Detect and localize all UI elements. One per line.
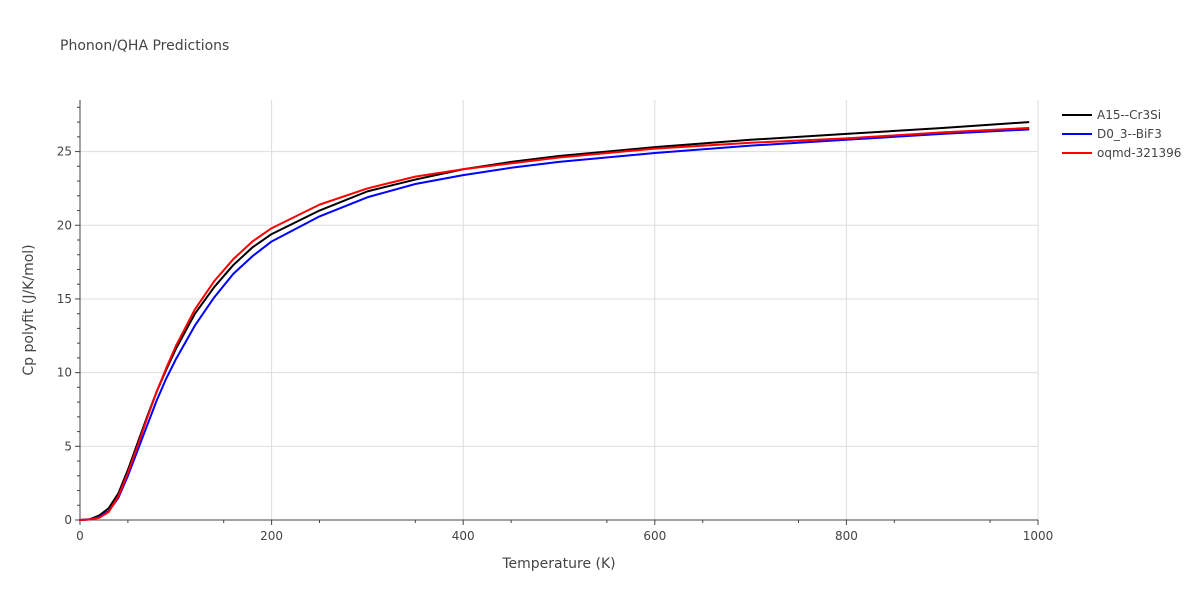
x-tick-label: 0: [76, 529, 84, 543]
x-axis-title: Temperature (K): [501, 556, 615, 572]
legend-label-3[interactable]: oqmd-321396: [1097, 146, 1181, 160]
y-tick-label: 25: [57, 145, 72, 159]
x-tick-label: 200: [260, 529, 283, 543]
x-tick-label: 1000: [1023, 529, 1054, 543]
x-tick-label: 600: [643, 529, 666, 543]
x-tick-label: 800: [835, 529, 858, 543]
series-line-2: [79, 128, 1030, 521]
axes-layer: [79, 100, 1038, 521]
series-line-3: [79, 127, 1030, 521]
grid-layer: [80, 100, 1039, 520]
y-tick-label: 20: [57, 218, 72, 232]
y-tick-label: 5: [64, 439, 72, 453]
legend-label-2[interactable]: D0_3--BiF3: [1097, 127, 1162, 141]
y-axis-title: Cp polyfit (J/K/mol): [21, 244, 37, 375]
y-tick-label: 0: [64, 513, 72, 527]
legend: A15--Cr3Si D0_3--BiF3 oqmd-321396: [1062, 108, 1181, 160]
y-tick-label: 15: [57, 292, 72, 306]
x-tick-label: 400: [452, 529, 475, 543]
y-tick-label: 10: [57, 366, 72, 380]
chart-title: Phonon/QHA Predictions: [60, 38, 229, 54]
series-line-1: [79, 121, 1030, 521]
series-layer: [79, 121, 1030, 521]
legend-label-1[interactable]: A15--Cr3Si: [1097, 108, 1161, 122]
ticks-layer: 0 200 400 600 800 1000 0 5 10 15 20 25: [57, 106, 1054, 543]
